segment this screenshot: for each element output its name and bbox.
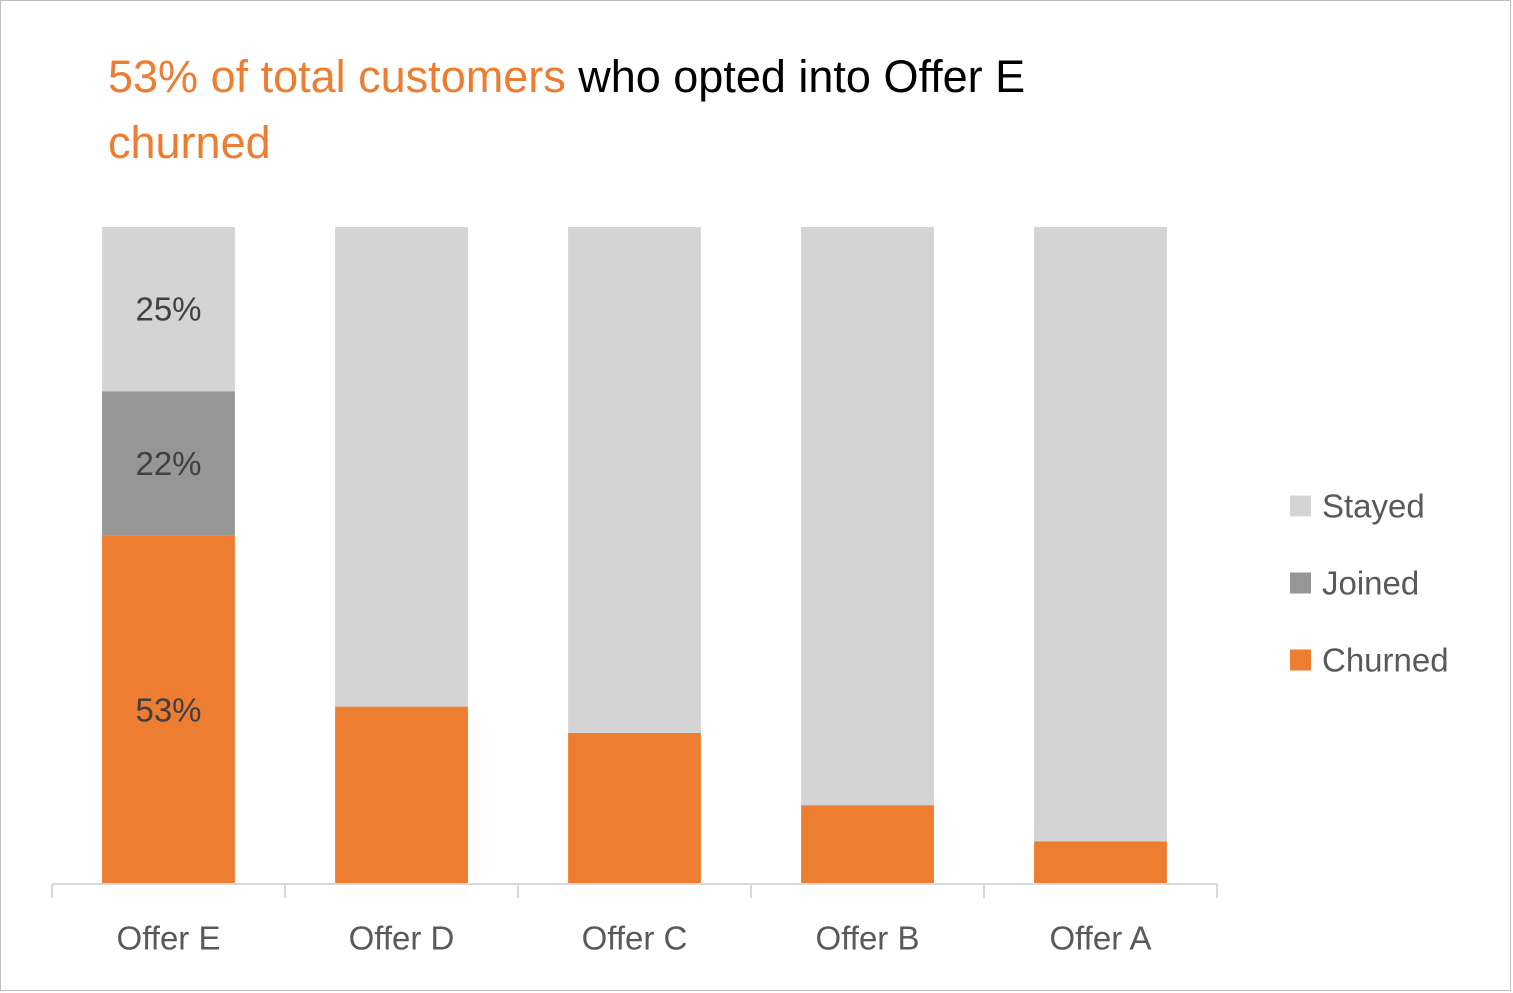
x-tick-label-offer-a: Offer A: [1049, 920, 1151, 957]
legend-label-churned: Churned: [1322, 642, 1449, 679]
x-tick-label-offer-e: Offer E: [117, 920, 221, 957]
x-axis: Offer E Offer D Offer C Offer B Offer A: [51, 883, 1218, 957]
bar-offer-a-stayed: [1034, 227, 1167, 842]
title-rest: who opted into Offer E: [565, 51, 1026, 102]
legend-label-joined: Joined: [1322, 565, 1419, 602]
x-tick-label-offer-c: Offer C: [582, 920, 688, 957]
bar-offer-e-joined: [102, 391, 235, 536]
data-label-offer-e-stayed: 25%: [135, 291, 201, 328]
legend: Stayed Joined Churned: [1290, 488, 1449, 679]
bars-group: [102, 227, 1167, 884]
bar-offer-e-stayed: [102, 227, 235, 392]
legend-swatch-joined: [1290, 572, 1311, 594]
data-label-offer-e-joined: 22%: [135, 445, 201, 482]
bar-offer-e-churned: [102, 535, 235, 884]
title-highlight: 53% of total customers: [108, 51, 566, 102]
title-highlight-2: churned: [108, 117, 271, 168]
chart-title: 53% of total customers who opted into Of…: [108, 44, 1208, 176]
bar-offer-d-churned: [335, 706, 468, 884]
legend-label-stayed: Stayed: [1322, 488, 1425, 525]
x-tick-label-offer-d: Offer D: [349, 920, 455, 957]
bar-offer-b-stayed: [801, 227, 934, 806]
legend-swatch-churned: [1290, 649, 1311, 671]
bar-offer-c-stayed: [568, 227, 701, 733]
bar-offer-a-churned: [1034, 841, 1167, 884]
data-labels-group: 25% 22% 53%: [135, 291, 201, 729]
data-label-offer-e-churned: 53%: [135, 691, 201, 728]
bar-offer-d-stayed: [335, 227, 468, 707]
legend-swatch-stayed: [1290, 495, 1311, 517]
bar-offer-c-churned: [568, 732, 701, 884]
x-tick-label-offer-b: Offer B: [816, 920, 920, 957]
bar-offer-b-churned: [801, 805, 934, 884]
